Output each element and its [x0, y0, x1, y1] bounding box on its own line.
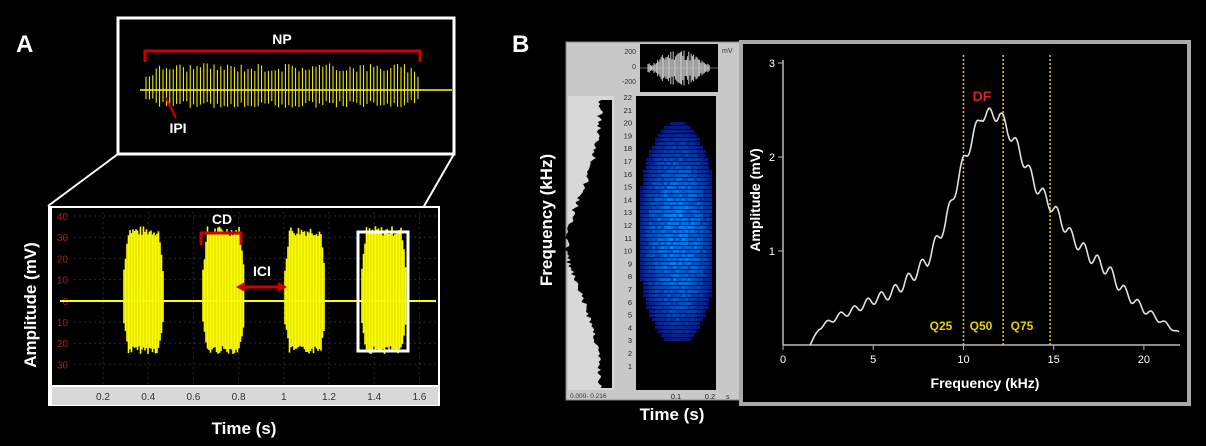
spec-y-tick-label: 18 — [624, 144, 632, 153]
spec-y-tick-label: 4 — [628, 323, 632, 332]
spec-y-tick-label: 9 — [628, 259, 632, 268]
y-tick-label: 30 — [57, 233, 69, 244]
call-burst — [361, 226, 407, 354]
np-bracket — [143, 49, 422, 62]
inset-signal — [140, 63, 452, 108]
power-spectrum-frame — [739, 40, 1191, 406]
cd-bracket — [199, 231, 243, 245]
osc-tick-label: 0 — [632, 64, 636, 71]
q50-label: Q50 — [970, 319, 993, 333]
y-tick-label: 0 — [62, 297, 68, 308]
y-tick-label: 10 — [57, 318, 69, 329]
q75-label: Q75 — [1011, 319, 1034, 333]
y-tick-label: 10 — [57, 276, 69, 287]
power-y-tick-label: 2 — [769, 152, 775, 164]
spectrogram-x-label: Time (s) — [640, 405, 705, 424]
quartile-lines — [962, 55, 1051, 345]
call-burst — [123, 226, 164, 354]
y-tick-label: 20 — [57, 339, 69, 350]
ici-arrowhead-right — [278, 282, 287, 292]
spectrogram — [640, 122, 712, 341]
power-y-label: Amplitude (mV) — [747, 148, 763, 251]
spec-y-tick-label: 12 — [624, 221, 632, 230]
zoom-line-left — [47, 153, 119, 207]
power-x-tick-label: 0 — [780, 354, 786, 366]
spec-y-tick-label: 8 — [628, 272, 632, 281]
ipi-label: IPI — [169, 120, 186, 136]
spectrogram-x-unit: s — [726, 394, 730, 401]
spec-y-tick-label: 10 — [624, 247, 632, 256]
zoom-box — [356, 230, 410, 353]
np-label: NP — [272, 31, 291, 47]
time-axis-strip — [52, 387, 438, 405]
x-tick-label: 1.6 — [412, 392, 426, 403]
x-tick-label: 1.4 — [367, 392, 381, 403]
spec-x-tick-label: 0.2 — [705, 392, 715, 401]
spec-y-tick-label: 7 — [628, 285, 632, 294]
power-x-tick-label: 20 — [1138, 354, 1150, 366]
spectrogram-y-label: Frequency (kHz) — [537, 154, 556, 286]
osc-tick-label: -200 — [622, 79, 636, 86]
small-oscillogram-signal — [647, 50, 710, 86]
panel-a-letter: A — [16, 31, 33, 58]
power-y-tick-label: 1 — [769, 246, 775, 258]
spec-y-tick-label: 6 — [628, 298, 632, 307]
oscillogram-x-ticks: 0.2 0.4 0.6 0.8 1 1.2 1.4 1.6 — [96, 392, 427, 403]
ici-arrowhead-left — [236, 282, 245, 292]
spec-y-tick-label: 22 — [624, 93, 632, 102]
call-burst — [284, 227, 325, 354]
x-tick-label: 0.6 — [186, 392, 200, 403]
spec-y-tick-label: 13 — [624, 208, 632, 217]
spec-x-tick-label: 0.1 — [671, 392, 681, 401]
spec-y-tick-label: 21 — [624, 106, 632, 115]
ici-label: ICI — [253, 263, 271, 279]
oscillogram-y-ticks: 40 30 20 10 0 10 20 30 — [57, 212, 69, 371]
spec-y-tick-label: 15 — [624, 183, 632, 192]
q25-label: Q25 — [930, 319, 953, 333]
x-tick-label: 0.4 — [141, 392, 155, 403]
x-tick-label: 0.2 — [96, 392, 110, 403]
power-x-tick-label: 10 — [957, 354, 969, 366]
y-tick-label: 40 — [57, 212, 69, 223]
spec-y-tick-label: 20 — [624, 119, 632, 128]
spec-y-tick-label: 3 — [628, 336, 632, 345]
x-tick-label: 0.8 — [232, 392, 246, 403]
power-x-tick-label: 15 — [1048, 354, 1060, 366]
oscillogram-y-label: Amplitude (mV) — [21, 242, 40, 368]
x-tick-label: 1 — [281, 392, 287, 403]
spec-y-tick-label: 1 — [628, 362, 632, 371]
power-spectrum-curve — [809, 107, 1180, 346]
call-burst — [202, 226, 245, 354]
cd-label: CD — [212, 211, 232, 227]
panel-a: A NP IPI 40 30 20 10 0 10 20 30 0.2 0.4 0.6 0.8 1 1.… — [0, 0, 503, 446]
df-label: DF — [973, 88, 992, 104]
panel-b-letter: B — [512, 31, 529, 58]
y-tick-label: 30 — [57, 360, 69, 371]
y-tick-label: 20 — [57, 254, 69, 265]
ipi-pointer — [165, 97, 177, 119]
frequency-profile — [565, 100, 612, 388]
spec-y-tick-label: 2 — [628, 349, 632, 358]
osc-tick-label: 200 — [624, 49, 636, 56]
spec-y-tick-label: 19 — [624, 131, 632, 140]
oscillogram-x-label: Time (s) — [212, 419, 277, 438]
small-oscillogram-ticks: 200 0 -200 — [622, 49, 636, 86]
power-x-tick-label: 5 — [870, 354, 876, 366]
small-oscillogram-unit: mV — [722, 48, 733, 55]
x-tick-label: 1.2 — [322, 392, 336, 403]
spec-y-tick-label: 17 — [624, 157, 632, 166]
spec-y-tick-label: 14 — [624, 195, 632, 204]
spec-y-tick-label: 16 — [624, 170, 632, 179]
spec-y-tick-label: 11 — [624, 234, 632, 243]
oscillogram-signal — [60, 226, 436, 354]
power-y-tick-label: 3 — [769, 58, 775, 70]
spectrogram-x-ticks: 0.1 0.2 — [671, 392, 715, 401]
power-x-label: Frequency (kHz) — [931, 375, 1040, 391]
spec-y-tick-label: 5 — [628, 311, 632, 320]
spectrogram-range: 0.000- 0.216 — [570, 393, 607, 400]
power-ticks: 0 5 10 15 20 3 2 1 — [769, 58, 1150, 366]
